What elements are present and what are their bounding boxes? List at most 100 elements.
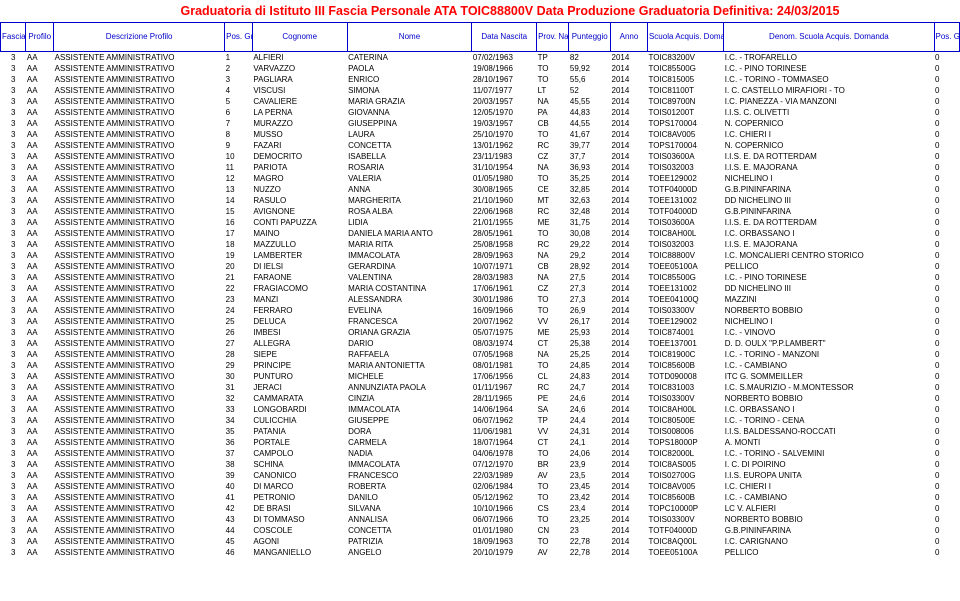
cell-prov-nascita: VV (537, 426, 569, 437)
page-title: Graduatoria di Istituto III Fascia Perso… (0, 0, 960, 22)
cell-prov-nascita: PA (537, 107, 569, 118)
cell-fascia: 3 (1, 426, 26, 437)
cell-profilo: AA (26, 239, 54, 250)
cell-punteggio: 39,77 (569, 140, 611, 151)
cell-pos: 13 (225, 184, 253, 195)
cell-pos-grad-prov: 0 (934, 371, 960, 382)
cell-fascia: 3 (1, 470, 26, 481)
cell-scuola-acquis: TOPC10000P (647, 503, 723, 514)
cell-pos: 5 (225, 96, 253, 107)
cell-scuola-acquis: TOIS03300V (647, 305, 723, 316)
table-row: 3AAASSISTENTE AMMINISTRATIVO41PETRONIODA… (1, 492, 960, 503)
cell-data-nascita: 06/07/1966 (472, 514, 537, 525)
cell-pos: 29 (225, 360, 253, 371)
cell-data-nascita: 30/01/1986 (472, 294, 537, 305)
cell-descrizione: ASSISTENTE AMMINISTRATIVO (54, 96, 225, 107)
cell-nome: PATRIZIA (347, 536, 472, 547)
cell-anno: 2014 (611, 239, 648, 250)
cell-pos: 17 (225, 228, 253, 239)
cell-prov-nascita: TP (537, 415, 569, 426)
cell-profilo: AA (26, 437, 54, 448)
cell-profilo: AA (26, 173, 54, 184)
col-scuola-acquis: Scuola Acquis. Domanda (647, 23, 723, 52)
cell-data-nascita: 01/11/1967 (472, 382, 537, 393)
table-row: 3AAASSISTENTE AMMINISTRATIVO18MAZZULLOMA… (1, 239, 960, 250)
cell-punteggio: 24,6 (569, 393, 611, 404)
cell-pos: 10 (225, 151, 253, 162)
cell-profilo: AA (26, 316, 54, 327)
cell-denom-scuola: I.C. - TROFARELLO (724, 52, 934, 64)
cell-cognome: FARAONE (252, 272, 347, 283)
cell-punteggio: 23,5 (569, 470, 611, 481)
cell-anno: 2014 (611, 448, 648, 459)
cell-data-nascita: 01/05/1980 (472, 173, 537, 184)
cell-pos: 31 (225, 382, 253, 393)
cell-fascia: 3 (1, 327, 26, 338)
cell-data-nascita: 28/09/1963 (472, 250, 537, 261)
cell-pos: 4 (225, 85, 253, 96)
cell-fascia: 3 (1, 206, 26, 217)
cell-scuola-acquis: TOIS03300V (647, 514, 723, 525)
cell-nome: NADIA (347, 448, 472, 459)
cell-pos-grad-prov: 0 (934, 426, 960, 437)
table-row: 3AAASSISTENTE AMMINISTRATIVO34CULICCHIAG… (1, 415, 960, 426)
cell-fascia: 3 (1, 261, 26, 272)
cell-scuola-acquis: TOIS03600A (647, 151, 723, 162)
cell-data-nascita: 28/03/1983 (472, 272, 537, 283)
cell-fascia: 3 (1, 272, 26, 283)
cell-data-nascita: 31/10/1954 (472, 162, 537, 173)
cell-prov-nascita: RC (537, 239, 569, 250)
cell-data-nascita: 06/07/1962 (472, 415, 537, 426)
cell-prov-nascita: TO (537, 360, 569, 371)
cell-pos: 18 (225, 239, 253, 250)
cell-prov-nascita: TO (537, 173, 569, 184)
cell-prov-nascita: LT (537, 85, 569, 96)
cell-fascia: 3 (1, 503, 26, 514)
cell-data-nascita: 04/06/1978 (472, 448, 537, 459)
cell-data-nascita: 22/06/1968 (472, 206, 537, 217)
cell-pos-grad-prov: 0 (934, 338, 960, 349)
cell-fascia: 3 (1, 140, 26, 151)
cell-data-nascita: 07/05/1968 (472, 349, 537, 360)
cell-descrizione: ASSISTENTE AMMINISTRATIVO (54, 173, 225, 184)
cell-cognome: PARIOTA (252, 162, 347, 173)
cell-prov-nascita: AV (537, 547, 569, 558)
cell-prov-nascita: TO (537, 448, 569, 459)
cell-data-nascita: 02/06/1984 (472, 481, 537, 492)
cell-denom-scuola: A. MONTI (724, 437, 934, 448)
cell-prov-nascita: TO (537, 481, 569, 492)
cell-cognome: AVIGNONE (252, 206, 347, 217)
cell-nome: VALENTINA (347, 272, 472, 283)
cell-anno: 2014 (611, 415, 648, 426)
cell-data-nascita: 08/03/1974 (472, 338, 537, 349)
cell-punteggio: 27,5 (569, 272, 611, 283)
cell-prov-nascita: MT (537, 195, 569, 206)
cell-anno: 2014 (611, 129, 648, 140)
cell-punteggio: 45,55 (569, 96, 611, 107)
cell-fascia: 3 (1, 404, 26, 415)
cell-profilo: AA (26, 217, 54, 228)
cell-descrizione: ASSISTENTE AMMINISTRATIVO (54, 503, 225, 514)
cell-cognome: MAZZULLO (252, 239, 347, 250)
cell-scuola-acquis: TOEE129002 (647, 316, 723, 327)
cell-data-nascita: 20/07/1962 (472, 316, 537, 327)
cell-profilo: AA (26, 140, 54, 151)
cell-denom-scuola: I.I.S. BALDESSANO-ROCCATI (724, 426, 934, 437)
cell-profilo: AA (26, 393, 54, 404)
cell-descrizione: ASSISTENTE AMMINISTRATIVO (54, 206, 225, 217)
cell-nome: ENRICO (347, 74, 472, 85)
cell-punteggio: 23,25 (569, 514, 611, 525)
cell-scuola-acquis: TOPS170004 (647, 140, 723, 151)
cell-scuola-acquis: TOIC85500G (647, 272, 723, 283)
cell-cognome: ALLEGRA (252, 338, 347, 349)
cell-prov-nascita: RC (537, 382, 569, 393)
cell-descrizione: ASSISTENTE AMMINISTRATIVO (54, 514, 225, 525)
cell-fascia: 3 (1, 217, 26, 228)
cell-pos: 45 (225, 536, 253, 547)
cell-denom-scuola: DD NICHELINO III (724, 283, 934, 294)
cell-data-nascita: 05/07/1975 (472, 327, 537, 338)
cell-anno: 2014 (611, 162, 648, 173)
cell-punteggio: 24,7 (569, 382, 611, 393)
cell-cognome: LAMBERTER (252, 250, 347, 261)
cell-nome: SIMONA (347, 85, 472, 96)
